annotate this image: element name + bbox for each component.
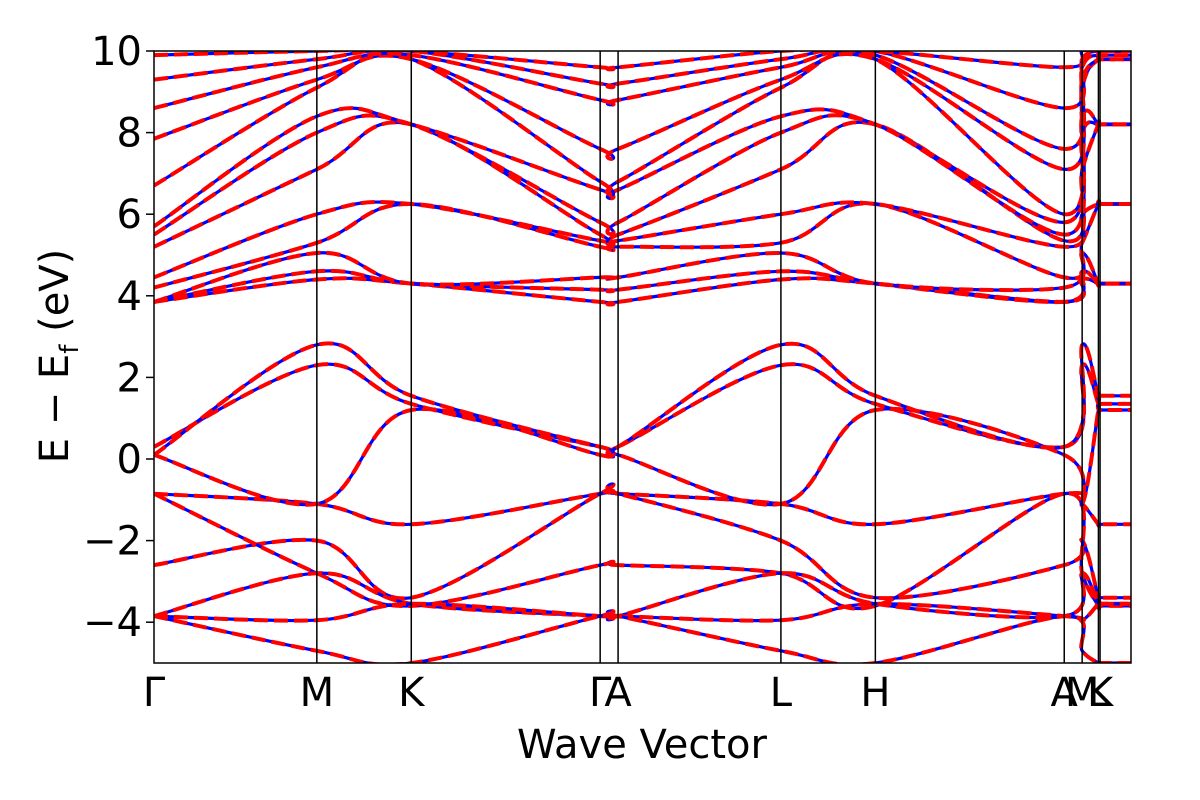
x-tick-label-2: K	[398, 670, 426, 716]
x-axis-label: Wave Vector	[517, 722, 768, 768]
y-tick-label-1: −2	[83, 519, 142, 565]
band-lines	[154, 51, 1131, 663]
band-line-dashed-0	[154, 489, 1131, 528]
y-tick-label-4: 4	[117, 274, 142, 320]
y-tick-label-0: −4	[83, 600, 142, 646]
x-tick-label-7: A	[1051, 670, 1079, 716]
y-tick-label-5: 6	[117, 192, 142, 238]
y-axis-label-subscript: f	[55, 344, 85, 354]
band-line-dashed-8	[154, 608, 1131, 663]
band-line-1	[154, 401, 1131, 507]
band-line-dashed-1	[154, 401, 1131, 507]
band-line-dashed-4	[154, 482, 1131, 604]
band-line-dashed-6	[154, 571, 1131, 622]
x-tick-label-5: L	[770, 670, 793, 716]
band-line-3	[154, 341, 1131, 459]
band-line-dashed-16	[154, 106, 1131, 229]
plot-area	[153, 50, 1132, 664]
band-line-5	[154, 492, 1131, 611]
band-line-13	[154, 200, 1131, 279]
y-tick-label-2: 0	[117, 437, 142, 483]
band-line-dashed-2	[154, 362, 1131, 457]
y-tick-label-3: 2	[117, 355, 142, 401]
x-tick-label-1: M	[300, 670, 335, 716]
y-tick-label-6: 8	[117, 111, 142, 157]
x-tick-label-6: H	[860, 670, 890, 716]
x-tick-label-8: M	[1065, 670, 1100, 716]
band-line-dashed-13	[154, 199, 1131, 280]
x-tick-label-3: Γ	[589, 670, 612, 716]
band-line-dashed-7	[154, 600, 1131, 623]
y-axis-label: E − Ef (eV)	[32, 249, 85, 464]
band-line-dashed-5	[154, 491, 1131, 611]
y-axis-ticks: −4 −2 0 2 4 6 8 10	[83, 29, 154, 646]
band-line-dashed-11	[154, 250, 1131, 304]
x-tick-label-9: L	[1087, 670, 1110, 716]
band-line-6	[154, 571, 1131, 622]
band-line-dashed-18	[154, 51, 1131, 172]
y-axis-label-unit: (eV)	[32, 249, 78, 345]
band-line-dashed-20	[154, 51, 1131, 111]
band-line-2	[154, 362, 1131, 457]
band-line-dashed-3	[154, 341, 1131, 459]
x-tick-label-10: K	[1087, 670, 1115, 716]
y-axis-label-main: E − E	[32, 354, 78, 464]
plot-frame	[153, 50, 1132, 664]
x-tick-label-4: A	[604, 670, 632, 716]
y-tick-label-7: 10	[91, 29, 142, 75]
x-tick-label-0: Γ	[143, 670, 166, 716]
